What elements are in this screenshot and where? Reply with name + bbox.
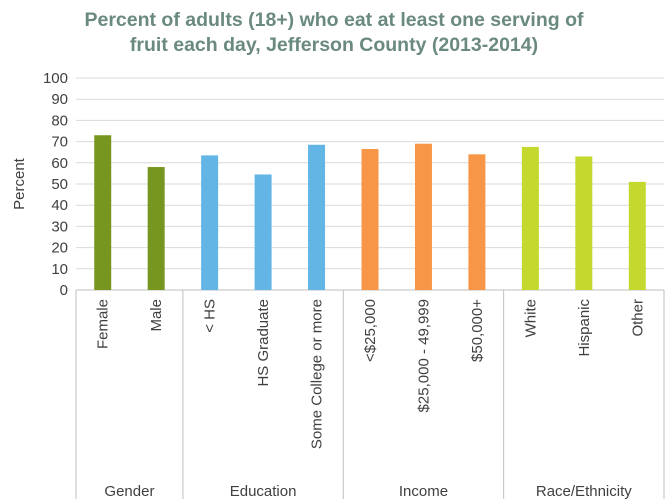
group-labels: Gender Education Income Race/Ethnicity <box>104 483 632 499</box>
x-tick-label: $25,000 - 49,999 <box>415 299 432 412</box>
bar-hs-graduate <box>254 174 272 290</box>
y-tick-label: 100 <box>43 70 68 87</box>
group-label: Education <box>230 483 297 499</box>
x-tick-label: Male <box>148 299 165 332</box>
y-tick-label: 10 <box>51 261 68 278</box>
bar-25-000-49-999 <box>414 143 432 290</box>
bar-other <box>628 181 646 290</box>
bar-hs <box>201 155 219 290</box>
x-tick-label: Other <box>629 299 646 337</box>
group-label: Income <box>399 483 448 499</box>
x-tick-label: $50,000+ <box>469 299 486 362</box>
x-tick-label: Female <box>95 299 112 349</box>
bar-25-000 <box>361 149 379 290</box>
y-tick-label: 30 <box>51 218 68 235</box>
y-tick-label: 70 <box>51 134 68 151</box>
x-tick-labels: Female Male < HS HS Graduate Some College or… <box>95 299 647 450</box>
y-tick-label: 40 <box>51 197 68 214</box>
y-tick-label: 90 <box>51 91 68 108</box>
x-tick-label: White <box>522 299 539 337</box>
x-tick-label: Hispanic <box>576 299 593 357</box>
group-label: Race/Ethnicity <box>536 483 632 499</box>
bar-male <box>147 167 165 290</box>
y-tick-labels: 0 10 20 30 40 50 60 70 80 90 100 <box>43 70 68 299</box>
y-tick-label: 0 <box>60 282 68 299</box>
y-axis-label: Percent <box>11 157 28 210</box>
x-tick-label: < HS <box>202 299 219 333</box>
bar-hispanic <box>575 156 593 290</box>
x-tick-label: Some College or more <box>309 299 326 449</box>
y-tick-label: 80 <box>51 112 68 129</box>
x-tick-label: HS Graduate <box>255 299 272 387</box>
bar-some-college-or-more <box>308 144 326 290</box>
bar-white <box>521 146 539 290</box>
chart-title-line-2: fruit each day, Jefferson County (2013-2… <box>129 34 539 56</box>
chart-title: Percent of adults (18+) who eat at least… <box>0 8 668 58</box>
group-label: Gender <box>104 483 154 499</box>
y-tick-label: 60 <box>51 155 68 172</box>
bar-female <box>94 135 112 290</box>
y-tick-label: 20 <box>51 240 68 257</box>
y-tick-label: 50 <box>51 176 68 193</box>
bars <box>94 135 646 290</box>
bar-50-000 <box>468 154 486 290</box>
x-tick-label: <$25,000 <box>362 299 379 362</box>
chart-title-line-1: Percent of adults (18+) who eat at least… <box>84 9 584 31</box>
